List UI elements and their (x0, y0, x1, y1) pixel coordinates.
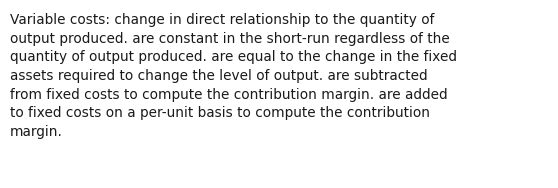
Text: Variable costs: change in direct relationship to the quantity of
output produced: Variable costs: change in direct relatio… (10, 13, 457, 139)
